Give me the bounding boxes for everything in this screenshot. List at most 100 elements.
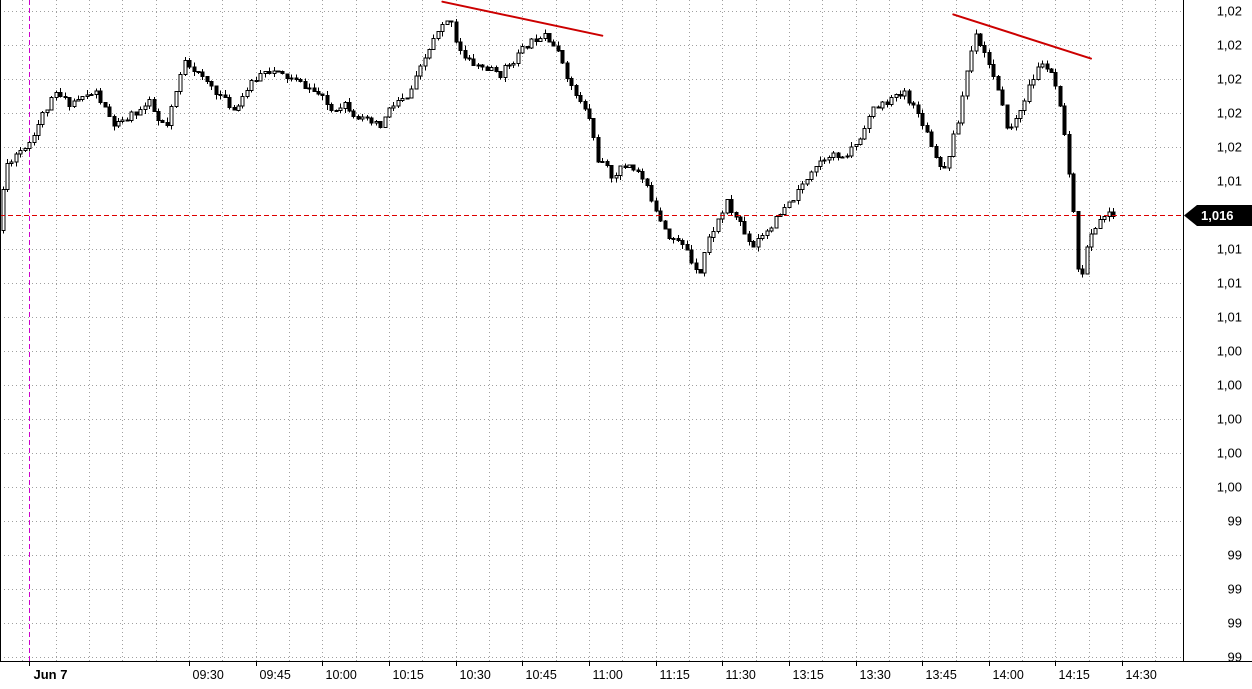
candle — [551, 39, 556, 47]
candle — [689, 245, 694, 265]
candle-body — [911, 102, 916, 106]
candle-body — [347, 101, 352, 112]
candle — [1107, 207, 1112, 222]
candle-body — [920, 112, 925, 126]
last-price-tag-text: 1,016 — [1201, 208, 1234, 223]
candle-body — [116, 120, 121, 127]
candle-body — [45, 109, 50, 114]
candle — [23, 147, 28, 152]
candle — [862, 125, 867, 140]
candle-body — [1045, 63, 1050, 70]
candle — [738, 214, 743, 226]
candle — [534, 34, 539, 46]
candle-body — [929, 131, 934, 147]
x-axis-label: 11:30 — [726, 668, 756, 682]
candle-body — [200, 71, 205, 77]
candle — [614, 172, 619, 183]
candle — [440, 22, 445, 37]
candle-body — [449, 20, 454, 23]
candle — [89, 92, 94, 97]
candle-body — [436, 31, 441, 39]
candle — [192, 62, 197, 76]
candle-body — [1107, 211, 1112, 218]
trendline[interactable] — [441, 0, 604, 37]
candle-body — [169, 105, 174, 127]
candle-body — [160, 119, 165, 124]
candle — [649, 181, 654, 203]
candle-body — [640, 171, 645, 180]
candle-body — [942, 165, 947, 169]
candle — [1085, 245, 1090, 275]
candle-body — [72, 100, 77, 107]
candle-body — [334, 109, 339, 112]
candle — [85, 90, 90, 99]
candle — [285, 73, 290, 83]
x-axis-label: 14:30 — [1126, 668, 1157, 682]
candle-body — [5, 162, 10, 190]
candle — [1040, 60, 1045, 69]
candle-body — [574, 84, 579, 96]
candle — [378, 120, 383, 129]
y-axis-label: 1,00 — [1217, 479, 1242, 494]
candle — [916, 101, 921, 118]
candle-body — [205, 75, 210, 83]
candle-body — [258, 73, 263, 82]
candle — [249, 79, 254, 93]
candle — [329, 102, 334, 113]
candle-body — [791, 200, 796, 203]
candle-body — [516, 52, 521, 64]
trendline[interactable] — [952, 13, 1092, 60]
candle — [503, 63, 508, 82]
candle-body — [467, 57, 472, 60]
candle — [747, 230, 752, 246]
candle — [36, 120, 41, 140]
candle — [103, 101, 108, 108]
y-axis-label: 99 — [1228, 547, 1242, 562]
candle-body — [192, 66, 197, 72]
candle — [40, 111, 45, 128]
candle — [227, 94, 232, 110]
candle-body — [645, 178, 650, 186]
candle — [760, 233, 765, 241]
candle — [1018, 109, 1023, 123]
candle — [636, 167, 641, 173]
candle-body — [391, 105, 396, 109]
candle-body — [742, 220, 747, 235]
candle — [338, 103, 343, 114]
candle-body — [431, 37, 436, 51]
candle-body — [756, 237, 761, 248]
candle — [209, 80, 214, 90]
candle-body — [991, 63, 996, 78]
candle — [303, 78, 308, 89]
candle-body — [818, 160, 823, 168]
candle-body — [885, 101, 890, 105]
candle — [560, 50, 565, 64]
candle — [471, 54, 476, 66]
candle — [94, 88, 99, 99]
candle — [818, 156, 823, 171]
candle-body — [827, 157, 832, 161]
candle — [80, 96, 85, 102]
candle — [334, 109, 339, 112]
candle — [449, 20, 454, 27]
candle-body — [547, 33, 552, 43]
candle — [902, 88, 907, 100]
candle-body — [351, 110, 356, 117]
candle-body — [702, 252, 707, 274]
candle-body — [120, 119, 125, 122]
candle-body — [1022, 100, 1027, 111]
candle — [1058, 85, 1063, 107]
candle-body — [1040, 63, 1045, 68]
candle — [547, 33, 552, 43]
candle-body — [263, 71, 268, 74]
candle — [409, 85, 414, 99]
candle-body — [1053, 72, 1058, 87]
candle — [418, 63, 423, 80]
candle-body — [543, 33, 548, 39]
candle-body — [520, 46, 525, 54]
candle-body — [671, 238, 676, 240]
candle-body — [80, 96, 85, 100]
candle — [520, 43, 525, 54]
candle-body — [587, 108, 592, 120]
